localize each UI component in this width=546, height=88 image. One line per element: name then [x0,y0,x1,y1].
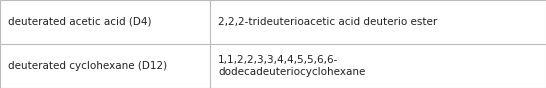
Text: deuterated acetic acid (D4): deuterated acetic acid (D4) [8,17,151,27]
Text: 2,2,2-trideuterioacetic acid deuterio ester: 2,2,2-trideuterioacetic acid deuterio es… [218,17,437,27]
Text: deuterated cyclohexane (D12): deuterated cyclohexane (D12) [8,61,167,71]
Text: 1,1,2,2,3,3,4,4,5,5,6,6-
dodecadeuteriocyclohexane: 1,1,2,2,3,3,4,4,5,5,6,6- dodecadeuterioc… [218,55,366,77]
